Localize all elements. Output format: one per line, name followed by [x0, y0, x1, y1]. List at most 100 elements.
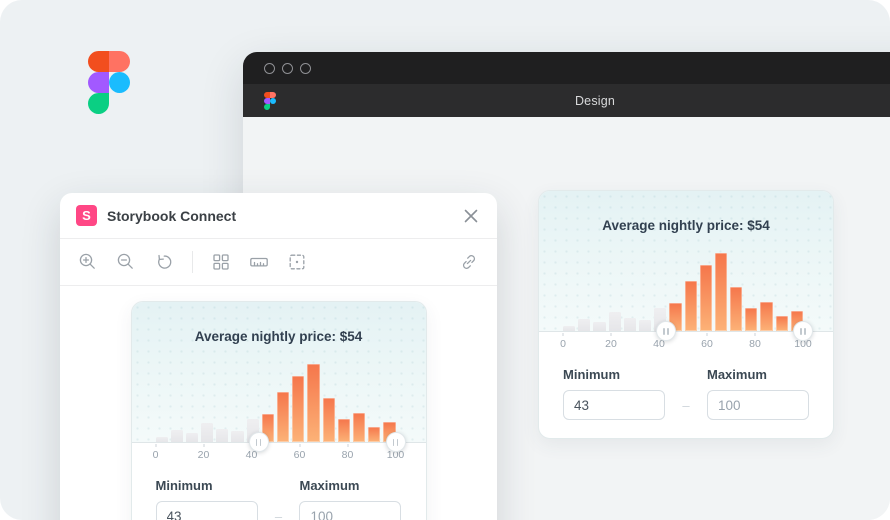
histogram-bar — [352, 413, 366, 442]
axis-tick-label: 60 — [701, 338, 713, 350]
axis-tick-label: 80 — [341, 449, 354, 461]
histogram-bar — [231, 431, 244, 442]
axis-tick — [754, 333, 756, 336]
window-titlebar — [243, 52, 890, 84]
axis-tick-label: 0 — [560, 338, 566, 350]
handle-grip-icon — [255, 438, 258, 446]
histogram-bar — [216, 429, 229, 442]
plugin-toolbar — [60, 239, 497, 286]
axis-tick-label: 100 — [386, 449, 405, 461]
price-card-title: Average nightly price: $54 — [194, 329, 363, 344]
axis-tick-label: 20 — [605, 338, 617, 350]
handle-grip-icon — [259, 438, 262, 446]
histogram-bars — [155, 364, 396, 442]
price-range-card: Average nightly price: $54 0 20 40 60 80 100 … — [538, 190, 834, 439]
axis-tick — [610, 333, 612, 336]
plugin-panel-title: Storybook Connect — [107, 207, 237, 224]
minimum-input[interactable] — [155, 501, 258, 520]
zoom-out-icon[interactable] — [114, 250, 138, 274]
range-separator: – — [274, 509, 283, 520]
axis-tick-label: 100 — [794, 338, 812, 350]
histogram-bar — [638, 320, 652, 331]
slider-handle-min[interactable] — [656, 321, 677, 341]
histogram-bar — [307, 364, 320, 442]
handle-grip-icon — [804, 327, 806, 335]
histogram-bar — [730, 287, 743, 331]
handle-grip-icon — [392, 438, 395, 446]
histogram-bar — [322, 398, 335, 442]
grid-icon[interactable] — [209, 250, 233, 274]
range-separator: – — [682, 398, 690, 413]
price-range-form: Minimum – Maximum — [539, 359, 833, 438]
maximum-input[interactable] — [706, 390, 809, 420]
histogram-bar — [155, 437, 168, 442]
toolbar-divider — [192, 251, 193, 273]
plugin-panel-header: S Storybook Connect — [60, 193, 497, 239]
axis-tick — [299, 444, 300, 447]
price-histogram: Average nightly price: $54 — [539, 191, 833, 341]
price-card-title: Average nightly price: $54 — [602, 218, 770, 233]
ruler-icon[interactable] — [247, 250, 271, 274]
histogram-axis: 0 20 40 60 80 100 — [131, 443, 426, 470]
price-range-card: Average nightly price: $54 0 20 40 60 80 100 … — [130, 301, 427, 520]
storybook-connect-panel: S Storybook Connect — [60, 193, 497, 520]
histogram-bar — [608, 312, 621, 331]
axis-tick-label: 40 — [653, 338, 665, 350]
link-icon[interactable] — [457, 250, 481, 274]
histogram-bar — [745, 308, 758, 331]
zoom-in-icon[interactable] — [76, 250, 100, 274]
minimum-field-group: Minimum — [563, 367, 665, 420]
plugin-panel-body: Average nightly price: $54 0 20 40 60 80 100 … — [60, 286, 497, 520]
slider-handle-max[interactable] — [385, 432, 406, 452]
slider-handle-min[interactable] — [248, 432, 269, 452]
histogram-bar — [760, 302, 773, 331]
axis-tick-label: 80 — [749, 338, 761, 350]
minimum-field-group: Minimum — [155, 478, 258, 520]
axis-tick-label: 20 — [197, 449, 210, 461]
maximum-field-group: Maximum — [299, 478, 402, 520]
maximum-label: Maximum — [299, 478, 360, 493]
handle-grip-icon — [667, 327, 669, 335]
maximum-field-group: Maximum — [706, 367, 809, 420]
histogram-bar — [623, 318, 636, 331]
window-minimize-button[interactable] — [282, 62, 293, 74]
window-close-button[interactable] — [264, 62, 275, 74]
histogram-bar — [277, 392, 290, 442]
price-histogram: Average nightly price: $54 — [131, 302, 426, 452]
minimum-input[interactable] — [563, 390, 665, 420]
histogram-bar — [185, 433, 199, 442]
handle-grip-icon — [396, 438, 399, 446]
histogram-bar — [699, 265, 712, 331]
minimum-label: Minimum — [563, 367, 621, 382]
rotate-ccw-icon[interactable] — [152, 250, 176, 274]
window-zoom-button[interactable] — [300, 62, 311, 74]
minimum-label: Minimum — [155, 478, 213, 493]
figma-logo-icon — [264, 91, 276, 110]
histogram-bar — [684, 281, 697, 331]
histogram-bar — [368, 427, 381, 442]
histogram-bar — [593, 322, 606, 331]
selection-icon[interactable] — [285, 250, 309, 274]
figma-logo — [88, 51, 130, 114]
histogram-bars — [563, 253, 803, 331]
axis-tick — [706, 333, 708, 336]
histogram-bar — [578, 319, 591, 331]
histogram-bar — [775, 316, 788, 331]
histogram-bar — [170, 430, 183, 442]
histogram-bar — [563, 326, 576, 331]
axis-tick-label: 40 — [245, 449, 258, 461]
axis-tick-label: 0 — [152, 449, 159, 461]
document-title: Design — [574, 93, 616, 108]
axis-tick — [155, 444, 156, 447]
histogram-bar — [201, 423, 214, 442]
histogram-bar — [337, 419, 350, 442]
close-icon[interactable] — [461, 206, 481, 226]
handle-grip-icon — [800, 327, 802, 335]
maximum-input[interactable] — [299, 501, 402, 520]
axis-tick — [203, 444, 204, 447]
histogram-bar — [292, 376, 305, 442]
canvas-frame: Average nightly price: $54 0 20 40 60 80 100 … — [538, 190, 834, 439]
slider-handle-max[interactable] — [793, 321, 813, 341]
storybook-logo-icon: S — [76, 205, 97, 226]
price-range-form: Minimum – Maximum — [132, 470, 426, 520]
